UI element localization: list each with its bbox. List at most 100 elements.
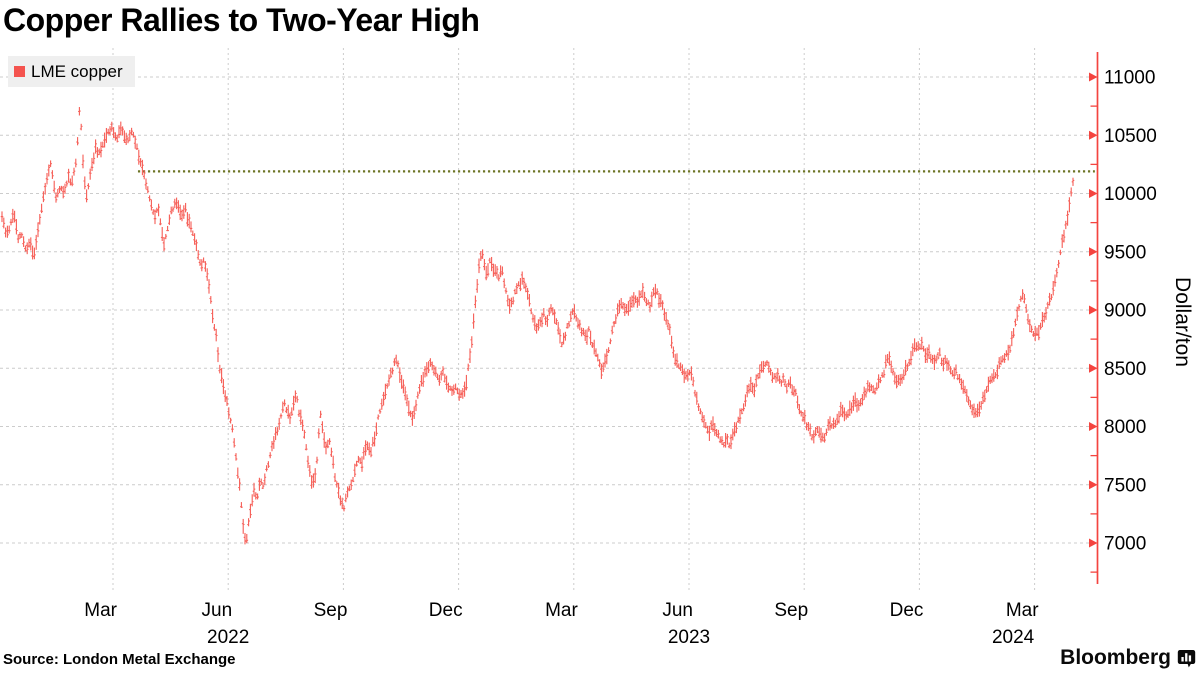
open-tick bbox=[684, 377, 686, 379]
price-range-bar bbox=[467, 363, 469, 372]
close-tick bbox=[380, 411, 382, 413]
open-tick bbox=[78, 110, 79, 113]
open-tick bbox=[171, 209, 173, 211]
open-tick bbox=[987, 385, 988, 387]
close-tick bbox=[616, 317, 618, 319]
price-range-bar bbox=[55, 192, 57, 203]
price-range-bar bbox=[548, 307, 550, 317]
close-tick bbox=[785, 381, 787, 383]
price-range-bar bbox=[536, 323, 538, 334]
open-tick bbox=[416, 396, 418, 398]
close-tick bbox=[717, 433, 718, 436]
price-range-bar bbox=[843, 407, 845, 422]
open-tick bbox=[333, 476, 335, 478]
open-tick bbox=[702, 421, 704, 423]
open-tick bbox=[443, 380, 445, 382]
close-tick bbox=[826, 431, 828, 433]
open-tick bbox=[641, 290, 643, 292]
open-tick bbox=[243, 536, 245, 538]
close-tick bbox=[745, 400, 747, 402]
close-tick bbox=[153, 210, 155, 212]
open-tick bbox=[742, 408, 744, 410]
price-range-bar bbox=[977, 403, 979, 418]
close-tick bbox=[848, 414, 850, 416]
close-tick bbox=[1014, 334, 1015, 336]
open-tick bbox=[252, 490, 254, 492]
price-range-bar bbox=[273, 436, 275, 449]
price-range-bar bbox=[1, 211, 3, 223]
open-tick bbox=[454, 388, 456, 390]
y-tick-label: 8500 bbox=[1104, 359, 1146, 380]
close-tick bbox=[103, 146, 105, 148]
price-range-bar bbox=[921, 336, 923, 350]
open-tick bbox=[564, 336, 565, 338]
open-tick bbox=[477, 264, 479, 266]
price-range-bar bbox=[581, 327, 583, 337]
close-tick bbox=[598, 359, 600, 361]
price-range-bar bbox=[1054, 274, 1056, 287]
close-tick bbox=[101, 149, 103, 152]
close-tick bbox=[513, 300, 515, 302]
price-range-bar bbox=[822, 432, 824, 442]
open-tick bbox=[636, 301, 637, 303]
price-range-bar bbox=[75, 158, 77, 168]
close-tick bbox=[540, 320, 542, 323]
price-range-bar bbox=[564, 331, 566, 341]
price-range-bar bbox=[464, 381, 466, 397]
close-tick bbox=[119, 133, 121, 136]
close-tick bbox=[193, 234, 195, 236]
price-range-bar bbox=[1009, 344, 1011, 353]
open-tick bbox=[277, 423, 279, 425]
open-tick bbox=[214, 333, 216, 335]
price-range-bar bbox=[554, 309, 556, 324]
price-range-bar bbox=[811, 433, 813, 441]
price-range-bar bbox=[86, 189, 88, 203]
price-range-bar bbox=[411, 411, 413, 426]
open-tick bbox=[1037, 334, 1039, 336]
open-tick bbox=[790, 391, 792, 393]
price-range-bar bbox=[465, 374, 467, 391]
price-range-bar bbox=[1031, 325, 1033, 333]
price-range-bar bbox=[3, 217, 5, 229]
close-tick bbox=[951, 368, 952, 370]
price-range-bar bbox=[539, 316, 541, 327]
close-tick bbox=[812, 436, 814, 438]
close-tick bbox=[511, 303, 513, 305]
open-tick bbox=[153, 218, 155, 220]
close-tick bbox=[191, 227, 193, 229]
open-tick bbox=[1032, 334, 1033, 336]
open-tick bbox=[736, 421, 738, 423]
price-range-bar bbox=[762, 360, 764, 373]
price-range-bar bbox=[750, 376, 752, 392]
price-range-bar bbox=[363, 447, 365, 460]
open-tick bbox=[861, 397, 862, 400]
price-range-bar bbox=[177, 200, 179, 213]
open-tick bbox=[634, 297, 636, 299]
price-range-bar bbox=[41, 203, 43, 214]
open-tick bbox=[382, 394, 384, 396]
open-tick bbox=[1012, 335, 1014, 337]
open-tick bbox=[727, 446, 729, 448]
price-range-bar bbox=[145, 178, 147, 190]
open-tick bbox=[895, 381, 897, 383]
open-tick bbox=[618, 305, 619, 307]
legend-swatch-icon bbox=[14, 66, 25, 77]
open-tick bbox=[63, 190, 65, 192]
price-range-bar bbox=[674, 353, 676, 366]
close-tick bbox=[801, 411, 803, 413]
price-range-bar bbox=[545, 316, 547, 326]
price-range-bar bbox=[638, 290, 640, 306]
close-tick bbox=[133, 136, 135, 138]
price-range-bar bbox=[608, 347, 610, 353]
open-tick bbox=[961, 388, 963, 390]
close-tick bbox=[911, 358, 913, 361]
open-tick bbox=[580, 331, 582, 334]
open-tick bbox=[88, 172, 90, 174]
price-range-bar bbox=[919, 343, 921, 350]
open-tick bbox=[184, 208, 186, 210]
close-tick bbox=[709, 431, 711, 434]
close-tick bbox=[267, 468, 268, 470]
price-range-bar bbox=[314, 468, 316, 484]
price-range-bar bbox=[212, 308, 214, 324]
close-tick bbox=[880, 380, 882, 382]
